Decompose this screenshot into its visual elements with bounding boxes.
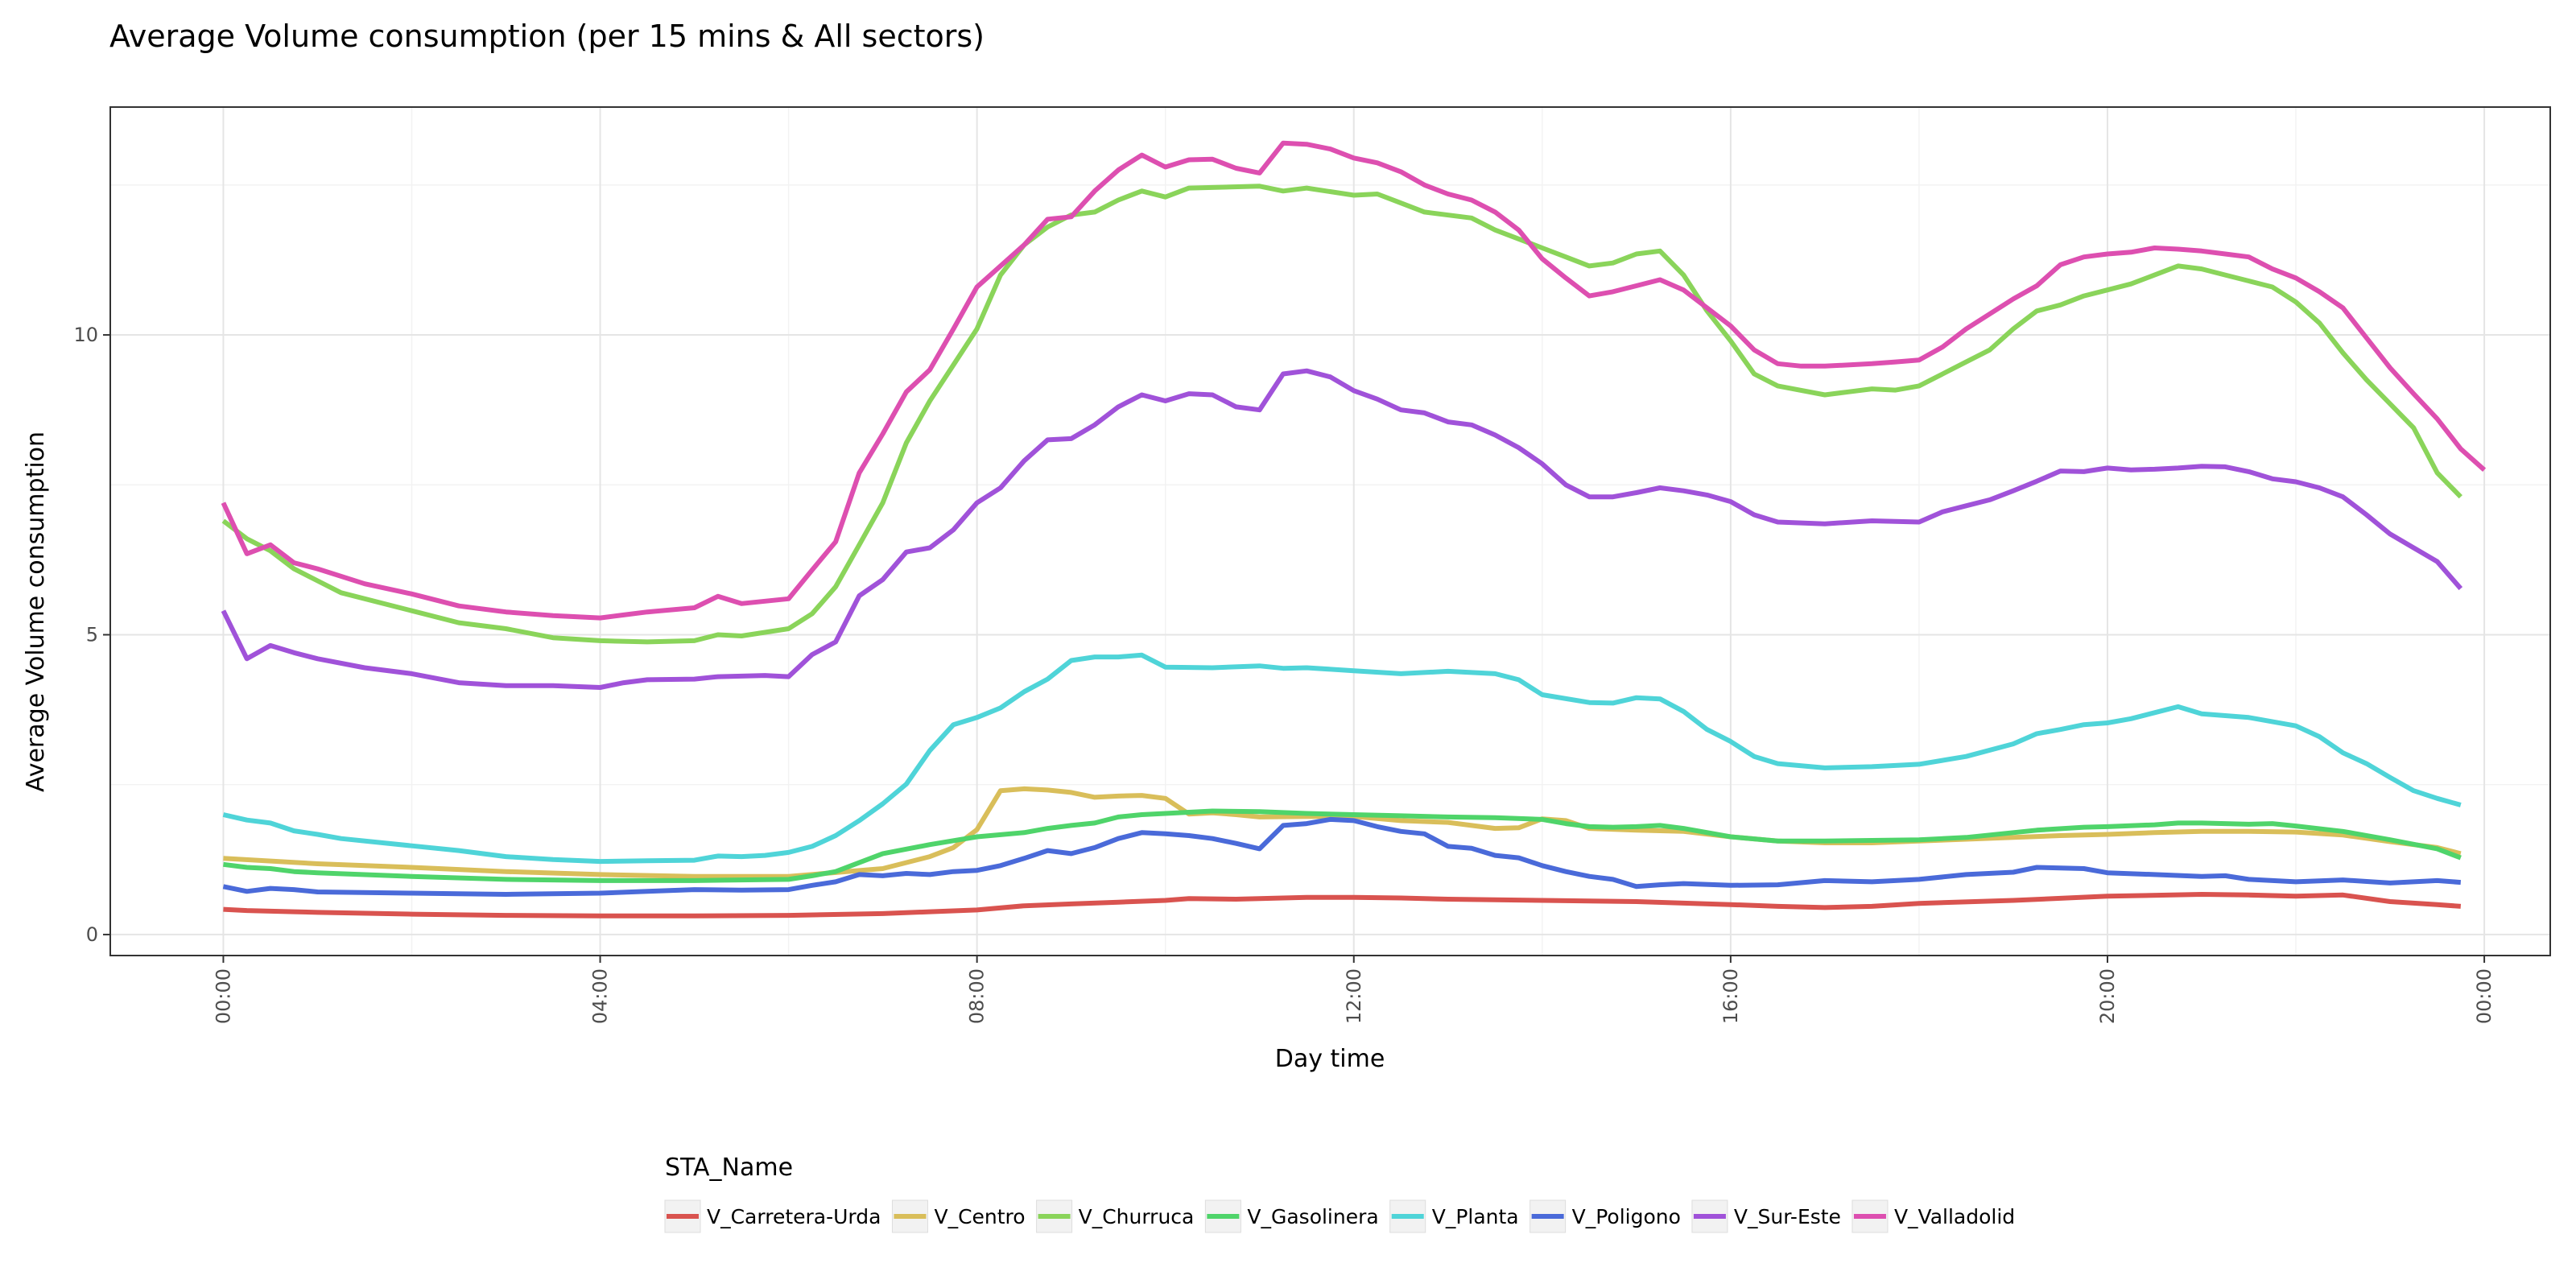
- legend-label: V_Carretera-Urda: [707, 1205, 881, 1228]
- x-tick-label: 08:00: [966, 968, 989, 1024]
- legend-item: V_Planta: [1389, 1199, 1519, 1233]
- x-tick-label: 20:00: [2096, 968, 2119, 1024]
- plot-background: [110, 107, 2550, 956]
- plot-border: [109, 106, 2551, 956]
- x-tick-label: 12:00: [1343, 968, 1365, 1024]
- series-line: [221, 368, 2463, 690]
- legend-item: V_Carretera-Urda: [664, 1199, 881, 1233]
- series-lines: [221, 140, 2487, 919]
- series-line: [221, 184, 2462, 645]
- y-tick-label: 5: [86, 623, 98, 646]
- x-tick-label: 04:00: [589, 968, 612, 1024]
- x-axis-title: Day time: [1275, 1045, 1385, 1073]
- plot-area: [109, 106, 2551, 956]
- chart-title: Average Volume consumption (per 15 mins …: [109, 19, 985, 54]
- legend-item: V_Valladolid: [1852, 1199, 2015, 1233]
- x-tick-label: 00:00: [212, 968, 234, 1024]
- legend-label: V_Centro: [934, 1205, 1025, 1228]
- legend-title: STA_Name: [665, 1154, 793, 1182]
- axes: 00:00 04:00 08:00 12:00 16:00 20:00 00:00 0 5 10: [73, 324, 2496, 1024]
- y-tick-label: 0: [86, 923, 98, 946]
- y-axis-title: Average Volume consumption: [22, 431, 50, 792]
- series-line: [222, 816, 2462, 897]
- legend-item: V_Sur-Este: [1691, 1199, 1841, 1233]
- x-tick-label: 16:00: [1719, 968, 1742, 1024]
- legend-label: V_Sur-Este: [1734, 1205, 1841, 1228]
- y-tick-label: 10: [73, 324, 98, 346]
- legend-label: V_Churruca: [1079, 1205, 1195, 1228]
- minor-grid: [110, 107, 2550, 956]
- legend-item: V_Centro: [891, 1199, 1026, 1233]
- legend-label: V_Valladolid: [1894, 1205, 2015, 1228]
- legend-item: V_Gasolinera: [1204, 1199, 1379, 1233]
- series-line: [222, 652, 2462, 865]
- series-line: [223, 786, 2462, 879]
- series-line: [223, 808, 2462, 883]
- legend-label: V_Gasolinera: [1247, 1205, 1378, 1228]
- series-line: [221, 140, 2487, 621]
- legend: V_Carretera-Urda V_Centro V_Churruca V_Gaso…: [664, 1199, 2015, 1233]
- legend-label: V_Planta: [1432, 1205, 1519, 1228]
- legend-item: V_Churruca: [1036, 1199, 1195, 1233]
- series-line: [223, 892, 2462, 919]
- x-tick-label: 00:00: [2473, 968, 2496, 1024]
- legend-label: V_Poligono: [1572, 1205, 1681, 1228]
- legend-item: V_Poligono: [1530, 1199, 1681, 1233]
